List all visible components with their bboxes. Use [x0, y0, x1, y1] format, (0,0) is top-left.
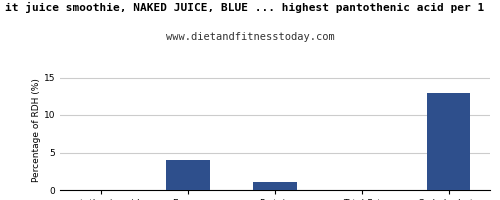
Text: www.dietandfitnesstoday.com: www.dietandfitnesstoday.com — [166, 32, 334, 42]
Bar — [427, 92, 470, 190]
Bar — [254, 182, 296, 190]
Bar — [166, 160, 210, 190]
Text: it juice smoothie, NAKED JUICE, BLUE ... highest pantothenic acid per 1: it juice smoothie, NAKED JUICE, BLUE ...… — [5, 2, 484, 13]
Y-axis label: Percentage of RDH (%): Percentage of RDH (%) — [32, 78, 41, 182]
